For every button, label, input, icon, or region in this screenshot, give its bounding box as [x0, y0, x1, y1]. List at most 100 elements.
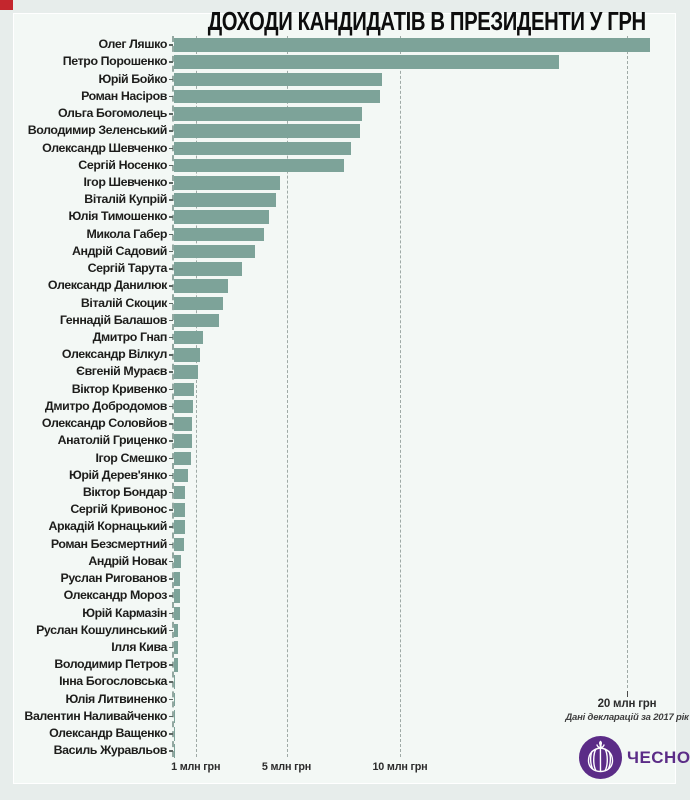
bar	[173, 434, 192, 448]
bar	[173, 623, 179, 637]
category-tick	[169, 698, 173, 700]
bar	[173, 72, 383, 86]
bar	[173, 503, 185, 517]
category-label: Юрій Кармазін	[82, 605, 167, 620]
category-tick	[169, 164, 173, 166]
category-tick	[169, 681, 173, 683]
bar	[173, 141, 351, 155]
category-label: Ігор Смешко	[95, 450, 167, 465]
bar	[173, 468, 189, 482]
category-label: Василь Журавльов	[53, 743, 168, 757]
category-tick	[169, 526, 173, 528]
bar	[173, 675, 175, 689]
category-label: Олександр Соловйов	[41, 416, 168, 430]
category-tick	[169, 405, 173, 407]
category-label: Олександр Мороз	[63, 588, 168, 602]
bar	[173, 279, 228, 293]
bar	[173, 227, 265, 241]
axis-label-1mln: 1 млн грн	[171, 761, 221, 773]
category-label: Інна Богословська	[59, 674, 167, 688]
bar	[173, 589, 180, 603]
category-tick	[169, 664, 173, 666]
gridline-5mln	[286, 36, 288, 757]
category-label: Сергій Кривонос	[70, 502, 167, 516]
category-label: Віктор Кривенко	[71, 381, 168, 396]
category-tick	[169, 95, 173, 97]
axis-label-10mln: 10 млн грн	[372, 761, 428, 773]
category-label: Ольга Богомолець	[57, 106, 167, 120]
category-tick	[169, 285, 173, 287]
category-tick	[169, 560, 173, 562]
category-tick	[169, 336, 173, 338]
garlic-icon	[579, 736, 622, 779]
category-tick	[169, 733, 173, 735]
logo-text: ЧЕСНО	[627, 748, 690, 767]
bar	[173, 107, 362, 121]
gridline-20mln	[627, 36, 628, 688]
bar	[173, 124, 360, 138]
axis-label-20mln: 20 млн грн	[597, 698, 657, 710]
bar	[173, 692, 175, 706]
category-tick	[169, 216, 173, 218]
chart-title: ДОХОДИ КАНДИДАТІВ В ПРЕЗИДЕНТИ У ГРН	[207, 6, 646, 36]
category-label: Юрій Дерев'янко	[68, 467, 167, 482]
category-tick	[169, 578, 173, 580]
gridline-10mln	[400, 36, 401, 757]
category-label: Валентин Наливайченко	[24, 708, 167, 723]
category-tick	[169, 646, 173, 648]
category-tick	[169, 130, 173, 132]
bar	[173, 176, 281, 190]
category-tick	[169, 147, 173, 149]
category-label: Володимир Зеленський	[27, 123, 168, 137]
category-label: Сергій Тарута	[87, 261, 168, 275]
bar	[173, 158, 344, 172]
chesno-logo	[579, 736, 622, 779]
bar	[173, 262, 242, 276]
category-label: Аркадій Корнацький	[48, 519, 167, 533]
category-tick	[169, 543, 173, 545]
category-tick	[169, 629, 173, 631]
category-label: Геннадій Балашов	[59, 312, 168, 327]
bar	[173, 55, 560, 69]
bar	[173, 640, 179, 654]
category-label: Андрій Садовий	[71, 243, 167, 258]
bar	[173, 244, 256, 258]
category-label: Володимир Петров	[54, 657, 167, 671]
category-tick	[169, 319, 173, 321]
category-label: Олександр Данилюк	[47, 278, 167, 292]
bar	[173, 210, 269, 224]
tick-mark-20mln	[626, 691, 628, 697]
category-label: Віталій Скоцик	[80, 295, 168, 310]
category-tick	[169, 233, 173, 235]
category-label: Дмитро Добродомов	[44, 398, 167, 413]
bar	[173, 658, 179, 672]
bar	[173, 348, 200, 362]
category-label: Ілля Кива	[111, 639, 167, 654]
category-tick	[169, 250, 173, 252]
bar	[173, 520, 185, 534]
bar	[173, 382, 194, 396]
bar	[173, 296, 224, 310]
category-label: Олександр Вілкул	[61, 347, 167, 361]
bar	[173, 365, 199, 379]
category-tick	[169, 440, 173, 442]
source-note: Дані декларацій за 2017 рік	[565, 712, 689, 723]
category-tick	[169, 750, 173, 752]
category-tick	[169, 423, 173, 425]
gridline-1mln	[195, 36, 197, 757]
bar	[173, 89, 381, 103]
bar	[173, 193, 276, 207]
category-tick	[169, 371, 173, 373]
category-label: Євгеній Мураєв	[76, 364, 167, 378]
category-label: Роман Насіров	[81, 88, 167, 103]
category-label: Юлія Тимошенко	[68, 209, 168, 223]
category-tick	[169, 78, 173, 80]
category-label: Руслан Кошулинський	[36, 622, 167, 637]
category-tick	[169, 113, 173, 115]
category-tick	[169, 491, 173, 493]
category-tick	[169, 354, 173, 356]
category-label: Юлія Литвиненко	[65, 691, 167, 706]
category-tick	[169, 182, 173, 184]
